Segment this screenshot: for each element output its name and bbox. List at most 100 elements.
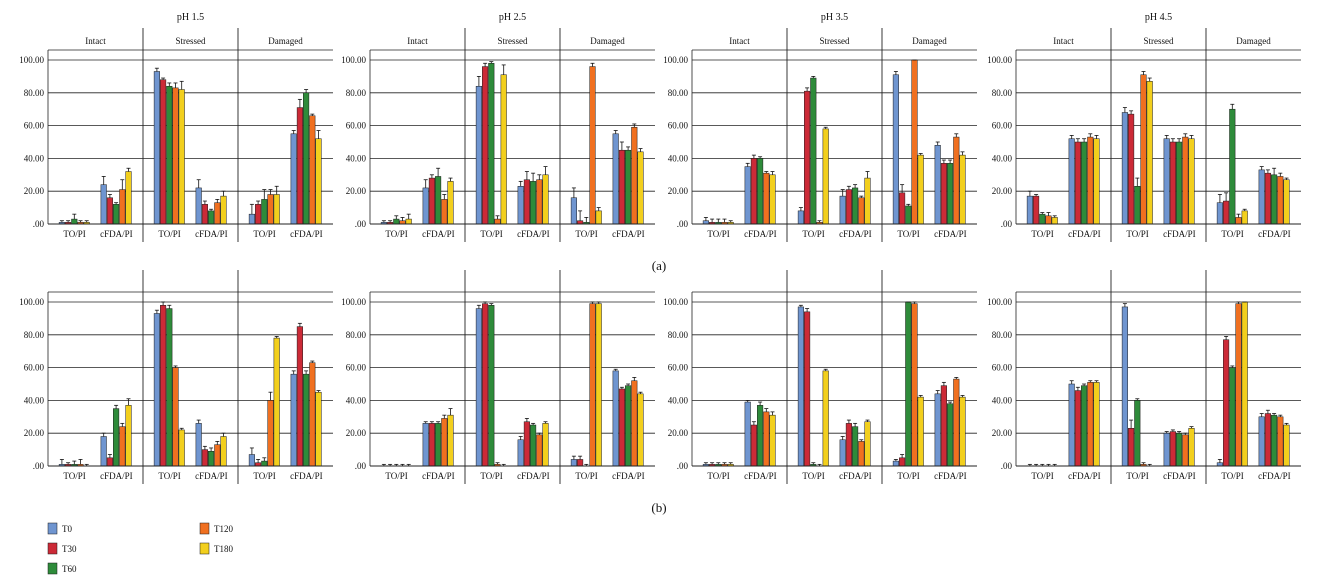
y-tick-label: 100.00: [19, 55, 44, 65]
bar: [195, 423, 202, 467]
bar: [290, 373, 297, 467]
bar: [1068, 138, 1075, 225]
bar: [267, 194, 274, 225]
x-tick-label: cFDA/PI: [517, 471, 550, 481]
bar: [1241, 210, 1248, 225]
y-tick-label: .00: [355, 461, 367, 471]
bar: [422, 187, 429, 225]
chart-panel: .00 20.00 40.00 60.00 80.00 100.00 TO/PI cFDA/P…: [341, 270, 655, 484]
bar: [1163, 138, 1170, 225]
legend-label: T60: [62, 564, 77, 574]
bar: [303, 373, 310, 467]
bar: [631, 380, 638, 467]
y-tick-label: 40.00: [24, 395, 45, 405]
x-tick-label: TO/PI: [63, 471, 85, 481]
y-tick-label: 100.00: [663, 297, 688, 307]
group-label: Damaged: [590, 36, 625, 46]
bar: [1182, 434, 1189, 467]
bar: [1140, 74, 1147, 225]
x-tick-label: TO/PI: [385, 471, 407, 481]
bar: [744, 166, 751, 225]
y-tick-label: 80.00: [346, 330, 367, 340]
bar: [475, 308, 482, 467]
bar: [1258, 416, 1265, 467]
bar: [166, 85, 173, 225]
bar: [248, 213, 255, 225]
x-tick-label: TO/PI: [575, 229, 597, 239]
x-tick-label: TO/PI: [158, 471, 180, 481]
bar: [618, 388, 625, 467]
bar: [1026, 195, 1033, 225]
bar: [595, 303, 602, 467]
x-tick-label: cFDA/PI: [744, 229, 777, 239]
bar: [160, 79, 167, 225]
bar: [106, 197, 113, 225]
bar: [220, 436, 227, 467]
x-tick-label: cFDA/PI: [422, 471, 455, 481]
x-tick-label: TO/PI: [385, 229, 407, 239]
bar: [1271, 174, 1278, 225]
x-tick-label: TO/PI: [1031, 471, 1053, 481]
group-label: Intact: [407, 36, 428, 46]
bar: [797, 306, 804, 467]
bar: [435, 176, 442, 225]
bar: [625, 385, 632, 467]
bar: [447, 181, 454, 225]
x-tick-label: TO/PI: [1126, 229, 1148, 239]
bar: [1045, 215, 1052, 225]
bar: [959, 396, 966, 467]
bar: [1068, 383, 1075, 467]
bar: [530, 181, 537, 225]
bar: [589, 303, 596, 467]
x-tick-label: cFDA/PI: [744, 471, 777, 481]
legend-label: T30: [62, 544, 77, 554]
legend-swatch: [199, 522, 210, 535]
bar: [315, 391, 322, 467]
bar: [1074, 141, 1081, 225]
bar: [589, 66, 596, 225]
bar: [125, 171, 132, 225]
panel-label-b: (b): [651, 500, 666, 515]
chart-panel: pH 3.5 .00 20.00 40.00 60.00 80.00 100.00 Intac…: [663, 12, 977, 242]
bar: [1283, 179, 1290, 225]
x-tick-label: TO/PI: [897, 229, 919, 239]
bar: [125, 405, 132, 467]
bar: [303, 92, 310, 225]
bar: [839, 439, 846, 467]
legend-swatch: [199, 542, 210, 555]
bar: [1074, 390, 1081, 467]
bar: [1271, 414, 1278, 467]
chart-title: pH 4.5: [1145, 12, 1172, 23]
bar: [1235, 217, 1242, 225]
bar: [899, 192, 906, 225]
bar: [178, 429, 185, 467]
bar: [934, 145, 941, 225]
y-tick-label: 20.00: [346, 428, 367, 438]
bar: [1241, 301, 1248, 467]
x-tick-label: TO/PI: [253, 471, 275, 481]
x-tick-label: TO/PI: [575, 471, 597, 481]
bar: [536, 434, 543, 467]
chart-panel: .00 20.00 40.00 60.00 80.00 100.00 TO/PI cFDA/P…: [19, 270, 333, 484]
bar: [1039, 213, 1046, 225]
y-tick-label: .00: [1001, 461, 1013, 471]
y-tick-label: 40.00: [346, 395, 367, 405]
y-tick-label: 60.00: [992, 121, 1013, 131]
group-label: Damaged: [912, 36, 947, 46]
group-label: Stressed: [820, 36, 850, 46]
bar: [1176, 432, 1183, 467]
bar: [273, 194, 280, 225]
legend-label: T120: [214, 524, 233, 534]
bar: [1081, 385, 1088, 467]
bar: [536, 179, 543, 225]
bar: [757, 405, 764, 467]
x-tick-label: TO/PI: [897, 471, 919, 481]
bar: [763, 411, 770, 467]
bar: [399, 220, 406, 225]
bar: [315, 138, 322, 225]
y-tick-label: 60.00: [346, 363, 367, 373]
bar: [494, 218, 501, 225]
bar: [309, 362, 316, 467]
bar: [702, 220, 709, 225]
bar: [220, 195, 227, 225]
